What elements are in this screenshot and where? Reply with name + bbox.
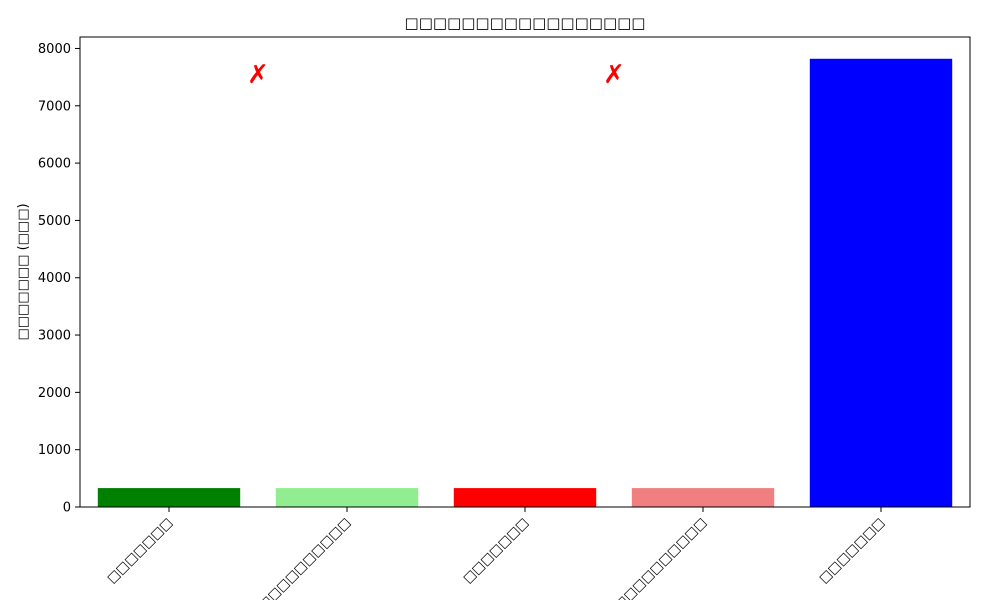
x-tick-label: □□□□□□□ bbox=[460, 515, 531, 586]
y-tick-label: 0 bbox=[63, 501, 71, 516]
annotations-group: ✗ ✗ bbox=[247, 60, 625, 90]
y-tick-label: 2000 bbox=[38, 386, 71, 401]
chart-title: □□□□□□□□□□□□□□□□□ bbox=[405, 14, 646, 32]
y-axis: 0 1000 2000 3000 4000 5000 6000 7000 8000 bbox=[38, 42, 80, 516]
x-axis: □□□□□□□ □□□□□□□□□□ □□□□□□□ □□□□□□□□□□ □□□□□□… bbox=[104, 507, 888, 600]
y-axis-label: □□□□□□□ (□□□) bbox=[16, 203, 31, 340]
y-tick-label: 6000 bbox=[38, 157, 71, 172]
plot-frame bbox=[79, 36, 971, 508]
y-tick-label: 1000 bbox=[38, 443, 71, 458]
bar bbox=[453, 488, 597, 507]
x-tick-label: □□□□□□□ bbox=[104, 515, 175, 586]
bar bbox=[97, 488, 241, 507]
cross-mark-icon: ✗ bbox=[603, 60, 625, 90]
bars-group bbox=[97, 58, 953, 507]
y-tick-label: 3000 bbox=[38, 329, 71, 344]
x-tick-label: □□□□□□□□□□ bbox=[612, 515, 709, 600]
x-tick-label: □□□□□□□□□□ bbox=[256, 515, 353, 600]
y-tick-label: 4000 bbox=[38, 271, 71, 286]
y-tick-label: 8000 bbox=[38, 42, 71, 57]
y-tick-label: 7000 bbox=[38, 99, 71, 114]
bar bbox=[275, 488, 419, 507]
x-tick-label: □□□□□□□ bbox=[816, 515, 887, 586]
bar bbox=[631, 488, 775, 507]
cross-mark-icon: ✗ bbox=[247, 60, 269, 90]
bar bbox=[809, 58, 953, 507]
y-tick-label: 5000 bbox=[38, 214, 71, 229]
